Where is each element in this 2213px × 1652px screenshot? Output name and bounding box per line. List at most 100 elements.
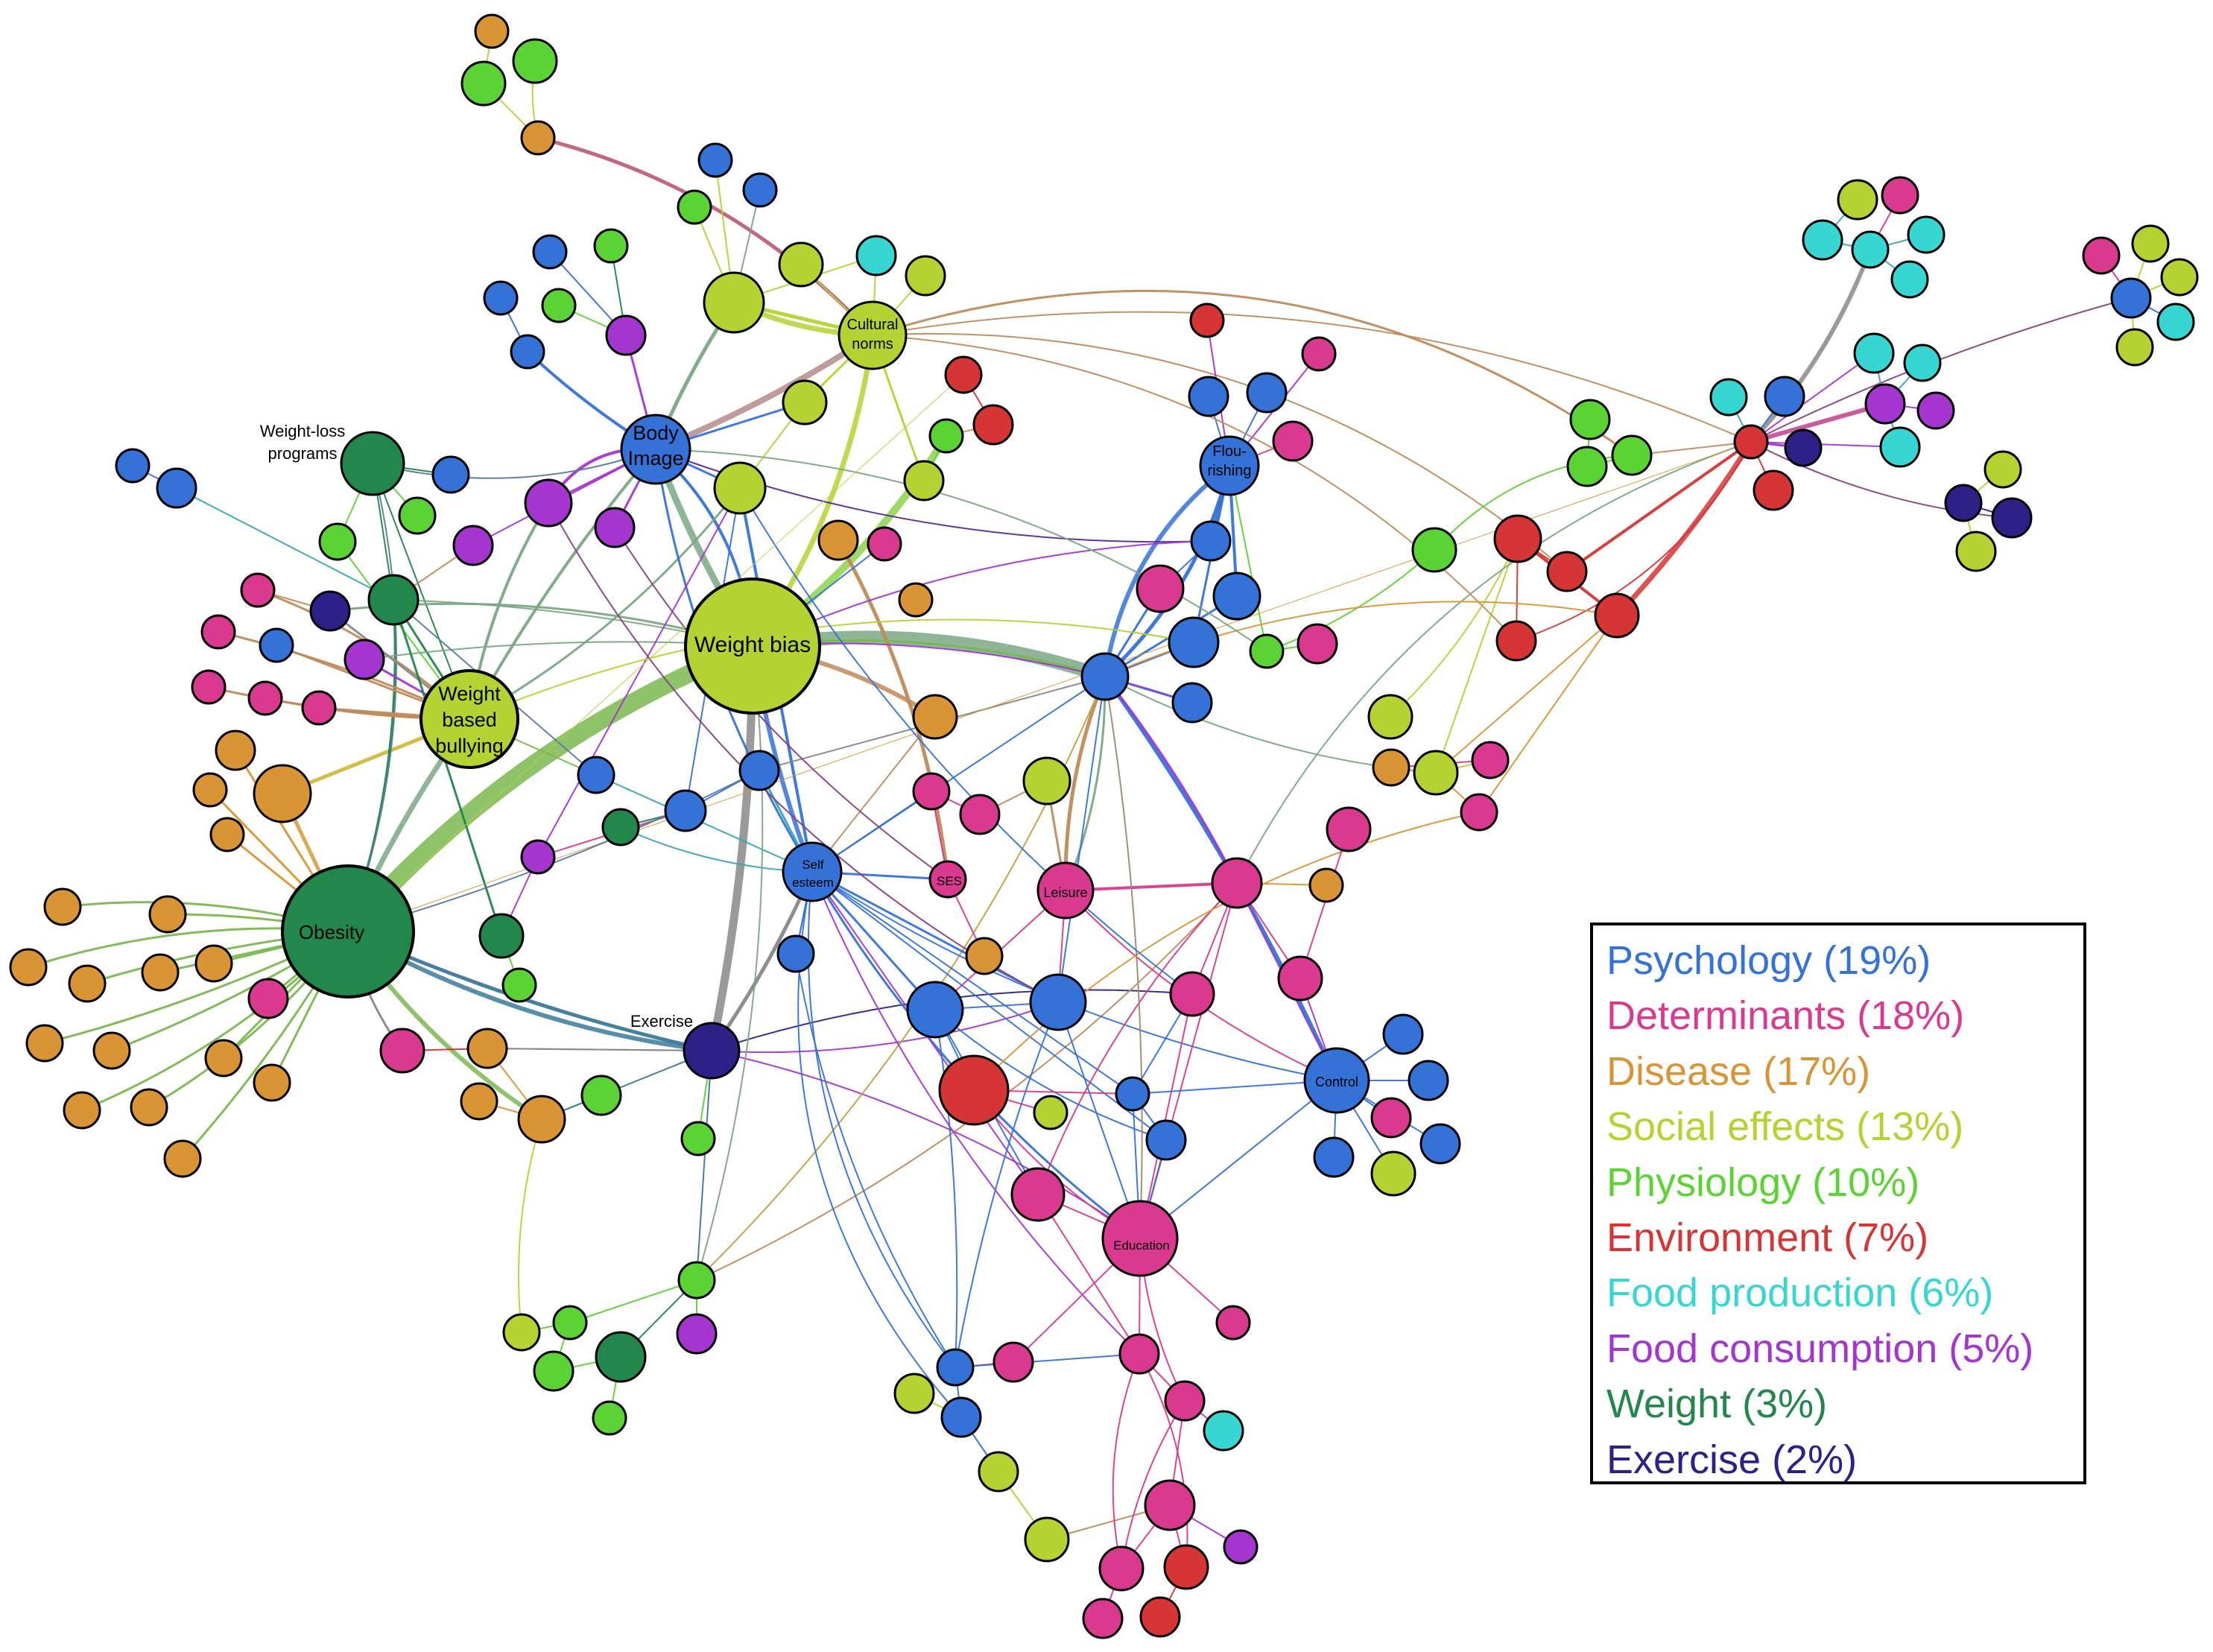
network-node bbox=[1101, 1200, 1179, 1277]
network-edge bbox=[1390, 538, 1519, 718]
network-node bbox=[398, 496, 437, 535]
network-node bbox=[431, 455, 470, 494]
network-node bbox=[1419, 1123, 1461, 1165]
network-edge bbox=[739, 487, 1193, 995]
network-node bbox=[592, 1400, 627, 1436]
label-flourishing-2: rishing bbox=[1208, 463, 1252, 479]
network-node bbox=[483, 280, 519, 316]
network-node bbox=[703, 271, 765, 334]
network-node bbox=[1098, 1545, 1145, 1592]
network-node bbox=[520, 839, 556, 875]
network-edge bbox=[811, 871, 1133, 1095]
network-node bbox=[1145, 1119, 1187, 1161]
legend-item-psychology: Psychology (19%) bbox=[1606, 938, 1931, 983]
label-weight-bias: Weight bias bbox=[694, 633, 811, 657]
legend-item-food-consumption: Food consumption (5%) bbox=[1606, 1326, 2034, 1371]
network-edge bbox=[347, 463, 398, 932]
network-node bbox=[524, 478, 573, 528]
network-node bbox=[1036, 861, 1095, 920]
network-node bbox=[510, 334, 545, 370]
network-node bbox=[938, 1054, 1010, 1126]
network-node bbox=[1189, 303, 1225, 338]
network-edge bbox=[1104, 676, 1143, 1239]
network-node bbox=[605, 314, 647, 356]
network-node bbox=[1249, 633, 1285, 669]
network-node bbox=[1594, 592, 1640, 639]
network-node bbox=[1764, 376, 1805, 417]
label-self-esteem-1: Self bbox=[802, 858, 824, 872]
network-node bbox=[1569, 399, 1611, 440]
network-node bbox=[1164, 1380, 1206, 1422]
network-edge bbox=[548, 502, 1059, 1003]
network-node bbox=[1493, 514, 1542, 563]
network-node bbox=[1024, 1516, 1070, 1563]
label-obesity: Obesity bbox=[299, 921, 364, 943]
network-node bbox=[867, 526, 902, 562]
network-node bbox=[742, 172, 778, 208]
network-edge bbox=[811, 676, 1106, 873]
network-edge bbox=[795, 953, 956, 1368]
network-node bbox=[1303, 1047, 1370, 1114]
legend-item-exercise: Exercise (2%) bbox=[1606, 1437, 1858, 1482]
network-node bbox=[1168, 616, 1220, 668]
network-edge bbox=[1057, 676, 1106, 1003]
network-edge bbox=[372, 449, 656, 479]
network-edge bbox=[871, 289, 1633, 457]
network-edge bbox=[1236, 441, 1752, 884]
network-edge bbox=[696, 1050, 712, 1281]
network-node bbox=[1955, 531, 1997, 572]
network-node bbox=[1190, 520, 1232, 562]
network-node bbox=[928, 860, 967, 899]
network-node bbox=[595, 1331, 647, 1383]
label-weight-based-bullying-2: based bbox=[442, 709, 497, 731]
network-node bbox=[855, 235, 897, 276]
network-node bbox=[541, 288, 577, 323]
network-edge bbox=[1121, 1400, 1185, 1569]
network-edge bbox=[973, 811, 1480, 1091]
network-node bbox=[1784, 428, 1823, 467]
network-node bbox=[965, 937, 1004, 975]
network-node bbox=[898, 582, 934, 618]
network-node bbox=[501, 967, 537, 1003]
network-node bbox=[1611, 434, 1653, 476]
network-edge bbox=[934, 1009, 1167, 1141]
network-node bbox=[460, 60, 507, 107]
network-edge bbox=[653, 332, 876, 452]
network-edge bbox=[954, 1001, 1059, 1368]
network-node bbox=[1029, 973, 1087, 1031]
label-weight-loss-programs-1: Weight-loss bbox=[260, 422, 346, 440]
network-node bbox=[1709, 378, 1748, 417]
network-node bbox=[903, 460, 945, 501]
network-edge bbox=[1435, 615, 1618, 773]
network-node bbox=[460, 1082, 498, 1121]
network-edge bbox=[872, 332, 1568, 572]
network-node bbox=[9, 948, 48, 987]
network-node bbox=[2110, 277, 2152, 319]
network-node bbox=[683, 1022, 741, 1080]
network-node bbox=[782, 379, 828, 425]
network-node bbox=[992, 1341, 1034, 1383]
network-edge bbox=[836, 538, 950, 882]
network-node bbox=[1471, 741, 1510, 779]
label-cultural-norms-1: Cultural bbox=[847, 317, 899, 333]
network-edge bbox=[1037, 882, 1238, 1195]
network-node bbox=[43, 887, 82, 926]
network-node bbox=[512, 38, 558, 84]
network-node bbox=[1308, 867, 1344, 903]
network-node bbox=[209, 817, 245, 852]
network-node bbox=[1837, 179, 1878, 221]
network-node bbox=[1991, 497, 2033, 539]
network-node bbox=[156, 467, 197, 509]
network-node bbox=[1169, 971, 1215, 1017]
category-legend: Psychology (19%) Determinants (18%) Dise… bbox=[1590, 922, 2086, 1484]
network-edge bbox=[469, 618, 1194, 720]
network-node bbox=[340, 431, 405, 496]
network-node bbox=[1890, 260, 1929, 299]
network-node bbox=[1370, 1151, 1416, 1197]
network-node bbox=[517, 1095, 566, 1144]
network-node bbox=[1272, 420, 1314, 462]
label-flourishing-1: Flou- bbox=[1212, 443, 1247, 460]
network-node bbox=[420, 669, 519, 769]
network-node bbox=[978, 1451, 1019, 1493]
